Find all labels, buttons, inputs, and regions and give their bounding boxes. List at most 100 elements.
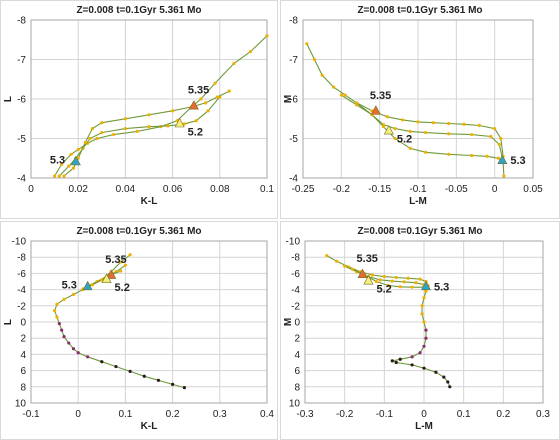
data-point xyxy=(123,117,127,121)
data-point xyxy=(424,328,428,332)
data-point xyxy=(335,259,339,263)
marker-label: 5.2 xyxy=(188,126,203,138)
data-point xyxy=(408,129,412,133)
marker-triangle xyxy=(101,273,112,283)
data-point xyxy=(320,73,324,77)
y-tick-label: -8 xyxy=(291,253,300,264)
data-point xyxy=(325,253,329,258)
data-point xyxy=(410,355,414,359)
y-tick-label: -10 xyxy=(12,237,27,248)
data-point xyxy=(378,278,382,282)
data-point xyxy=(112,132,116,137)
data-point xyxy=(422,320,426,324)
y-tick-label: -6 xyxy=(17,269,26,280)
data-point xyxy=(100,278,104,282)
data-point xyxy=(312,57,317,62)
data-point xyxy=(343,93,347,97)
marker-triangle xyxy=(188,100,199,110)
data-point xyxy=(55,302,59,306)
data-point xyxy=(332,85,336,89)
data-point xyxy=(71,347,76,351)
data-point xyxy=(90,127,94,131)
x-tick-label: 0.2 xyxy=(496,409,510,420)
data-point xyxy=(382,275,386,279)
data-point xyxy=(470,153,474,158)
data-point xyxy=(370,273,375,277)
series-line xyxy=(326,255,451,388)
data-point xyxy=(447,132,451,136)
y-tick-label: -6 xyxy=(289,95,298,106)
y-tick-label: -6 xyxy=(291,269,300,280)
marker-triangle xyxy=(174,117,185,128)
data-point xyxy=(398,285,402,289)
data-point xyxy=(431,121,435,125)
data-point xyxy=(171,382,175,386)
x-tick-label: 0.1 xyxy=(260,184,274,195)
y-tick-label: -4 xyxy=(17,174,26,185)
chart-svg: Z=0.008 t=0.1Gyr 5.361 Mo -10 -8 -6 -4 -2 0 2 4 6… xyxy=(283,226,550,432)
y-tick-label: -10 xyxy=(286,237,301,248)
data-point xyxy=(119,260,123,264)
data-point xyxy=(424,336,428,340)
data-point xyxy=(147,125,151,129)
data-point xyxy=(418,351,422,355)
data-point xyxy=(305,42,309,46)
y-axis-label: L xyxy=(3,96,14,102)
x-tick-label: 0.2 xyxy=(166,409,180,420)
data-point xyxy=(401,118,405,122)
data-point xyxy=(470,132,474,137)
data-point xyxy=(76,351,80,355)
data-point xyxy=(390,279,394,283)
chart-title: Z=0.008 t=0.1Gyr 5.361 Mo xyxy=(357,226,482,237)
data-point xyxy=(76,147,80,152)
data-point xyxy=(69,152,73,156)
data-point xyxy=(402,280,406,284)
data-point xyxy=(496,156,501,160)
marker-triangle xyxy=(370,105,381,115)
y-tick-label: 4 xyxy=(20,350,26,361)
series-line xyxy=(54,35,268,177)
x-tick-label: 0.4 xyxy=(260,409,274,420)
data-point xyxy=(71,292,76,297)
y-tick-label: -8 xyxy=(289,16,298,27)
chart-panel-lm-m-zoom: Z=0.008 t=0.1Gyr 5.361 Mo -8 -7 -6 -5 -4 -0.25… xyxy=(280,0,560,219)
y-tick-label: -7 xyxy=(17,55,26,66)
y-tick-label: -7 xyxy=(289,55,298,66)
y-tick-label: 6 xyxy=(294,366,300,377)
x-tick-label: 0.1 xyxy=(457,409,471,420)
x-tick-label: -0.25 xyxy=(292,184,315,195)
data-point xyxy=(227,89,231,93)
data-point xyxy=(53,309,57,313)
x-tick-label: 0.3 xyxy=(536,409,550,420)
x-tick-label: 0 xyxy=(75,409,81,420)
x-tick-label: -0.15 xyxy=(368,184,391,195)
data-point xyxy=(422,366,426,370)
data-point xyxy=(171,109,175,113)
y-tick-label: -5 xyxy=(289,134,298,145)
data-point xyxy=(447,152,451,156)
data-point xyxy=(390,359,394,363)
data-point xyxy=(128,369,132,374)
y-tick-label: 10 xyxy=(289,399,301,410)
data-point xyxy=(339,93,343,97)
data-point xyxy=(446,380,450,384)
y-tick-label: 8 xyxy=(294,382,300,393)
marker-triangle xyxy=(363,275,374,285)
data-point xyxy=(485,154,489,158)
y-tick-label: 2 xyxy=(294,334,300,345)
chart-panel-kl-l-zoom: Z=0.008 t=0.1Gyr 5.361 Mo -8 -7 -6 -5 -4 0 0.02… xyxy=(0,0,278,219)
marker-label: 5.35 xyxy=(370,90,391,102)
x-axis-label: L-M xyxy=(415,421,433,432)
marker-label: 5.3 xyxy=(434,281,449,293)
marker-triangle xyxy=(383,124,394,135)
chart-svg: Z=0.008 t=0.1Gyr 5.361 Mo-8-7-6-5-4-0.25… xyxy=(283,5,543,207)
data-point xyxy=(381,125,386,129)
chart-title: Z=0.008 t=0.1Gyr 5.361 Mo xyxy=(76,5,201,16)
data-point xyxy=(232,61,236,66)
x-tick-label: 0 xyxy=(421,409,427,420)
data-point xyxy=(489,134,493,139)
y-tick-label: -6 xyxy=(17,95,26,106)
y-axis-label: M xyxy=(283,95,294,103)
data-point xyxy=(414,281,418,285)
x-tick-label: -0.2 xyxy=(333,184,351,195)
